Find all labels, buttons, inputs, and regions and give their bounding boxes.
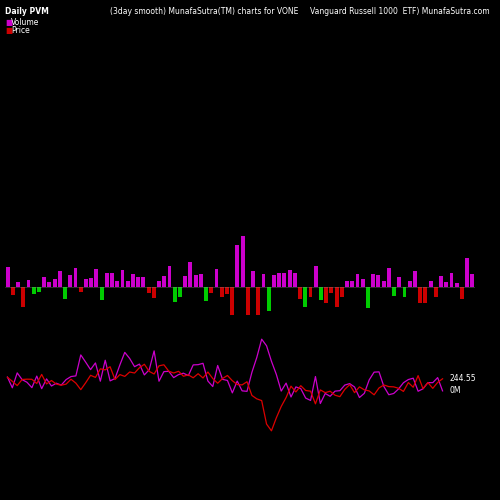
Bar bbox=[225, 287, 229, 294]
Bar bbox=[256, 287, 260, 346]
Bar bbox=[398, 277, 401, 287]
Bar bbox=[32, 287, 35, 294]
Bar bbox=[199, 274, 203, 287]
Bar bbox=[220, 287, 224, 297]
Bar bbox=[330, 287, 334, 293]
Bar bbox=[340, 287, 344, 297]
Bar bbox=[392, 287, 396, 296]
Bar bbox=[460, 287, 464, 299]
Bar bbox=[16, 282, 20, 287]
Bar bbox=[444, 282, 448, 287]
Bar bbox=[319, 287, 323, 300]
Bar bbox=[94, 270, 98, 287]
Text: 0M: 0M bbox=[450, 386, 461, 396]
Bar bbox=[434, 287, 438, 296]
Bar bbox=[350, 282, 354, 287]
Bar bbox=[142, 278, 146, 287]
Bar bbox=[293, 273, 297, 287]
Bar bbox=[262, 274, 266, 287]
Text: Daily PVM: Daily PVM bbox=[5, 8, 49, 16]
Bar bbox=[11, 287, 15, 295]
Bar bbox=[58, 272, 62, 287]
Bar bbox=[282, 273, 286, 287]
Bar bbox=[277, 273, 281, 287]
Bar bbox=[304, 287, 307, 308]
Bar bbox=[450, 272, 454, 287]
Bar bbox=[183, 276, 187, 287]
Bar bbox=[110, 272, 114, 287]
Bar bbox=[116, 281, 119, 287]
Bar bbox=[267, 287, 270, 310]
Bar bbox=[418, 287, 422, 304]
Text: Vanguard Russell 1000  ETF) MunafaSutra.com: Vanguard Russell 1000 ETF) MunafaSutra.c… bbox=[310, 8, 490, 16]
Bar bbox=[204, 287, 208, 301]
Bar bbox=[48, 282, 52, 287]
Bar bbox=[361, 279, 364, 287]
Bar bbox=[308, 287, 312, 296]
Bar bbox=[272, 276, 276, 287]
Text: ■: ■ bbox=[5, 26, 12, 35]
Bar bbox=[152, 287, 156, 298]
Bar bbox=[63, 287, 67, 299]
Bar bbox=[240, 236, 244, 287]
Bar bbox=[194, 275, 198, 287]
Bar bbox=[230, 287, 234, 345]
Bar bbox=[168, 266, 172, 287]
Bar bbox=[246, 287, 250, 335]
Bar bbox=[439, 276, 443, 287]
Bar bbox=[210, 287, 213, 292]
Text: 244.55: 244.55 bbox=[450, 374, 476, 384]
Bar bbox=[74, 268, 78, 287]
Bar bbox=[79, 287, 82, 292]
Bar bbox=[126, 280, 130, 287]
Bar bbox=[382, 282, 386, 287]
Bar bbox=[162, 276, 166, 287]
Text: ■: ■ bbox=[5, 18, 12, 27]
Bar bbox=[6, 268, 10, 287]
Bar bbox=[314, 266, 318, 287]
Bar bbox=[173, 287, 176, 302]
Text: Price: Price bbox=[11, 26, 30, 35]
Bar bbox=[413, 271, 417, 287]
Bar bbox=[455, 282, 458, 287]
Bar bbox=[251, 271, 255, 287]
Bar bbox=[408, 280, 412, 287]
Bar bbox=[42, 278, 46, 287]
Bar bbox=[89, 278, 93, 287]
Bar bbox=[371, 274, 375, 287]
Bar bbox=[236, 244, 240, 287]
Text: Volume: Volume bbox=[11, 18, 40, 27]
Bar bbox=[428, 280, 432, 287]
Bar bbox=[120, 270, 124, 287]
Bar bbox=[214, 269, 218, 287]
Bar bbox=[470, 274, 474, 287]
Bar bbox=[26, 280, 30, 287]
Bar bbox=[178, 287, 182, 297]
Bar bbox=[105, 274, 109, 287]
Bar bbox=[52, 278, 56, 287]
Bar bbox=[334, 287, 338, 306]
Bar bbox=[424, 287, 428, 303]
Bar bbox=[387, 268, 391, 287]
Text: (3day smooth) MunafaSutra(TM) charts for VONE: (3day smooth) MunafaSutra(TM) charts for… bbox=[110, 8, 298, 16]
Bar bbox=[288, 270, 292, 287]
Bar bbox=[345, 282, 349, 287]
Bar bbox=[131, 274, 135, 287]
Bar bbox=[356, 274, 360, 287]
Bar bbox=[84, 280, 88, 287]
Bar bbox=[366, 287, 370, 308]
Bar bbox=[68, 275, 72, 287]
Bar bbox=[324, 287, 328, 303]
Bar bbox=[22, 287, 25, 308]
Bar bbox=[37, 287, 41, 292]
Bar bbox=[136, 276, 140, 287]
Bar bbox=[376, 275, 380, 287]
Bar bbox=[465, 258, 469, 287]
Bar bbox=[157, 281, 161, 287]
Bar bbox=[100, 287, 103, 300]
Bar bbox=[298, 287, 302, 298]
Bar bbox=[188, 262, 192, 287]
Bar bbox=[402, 287, 406, 297]
Bar bbox=[146, 287, 150, 293]
